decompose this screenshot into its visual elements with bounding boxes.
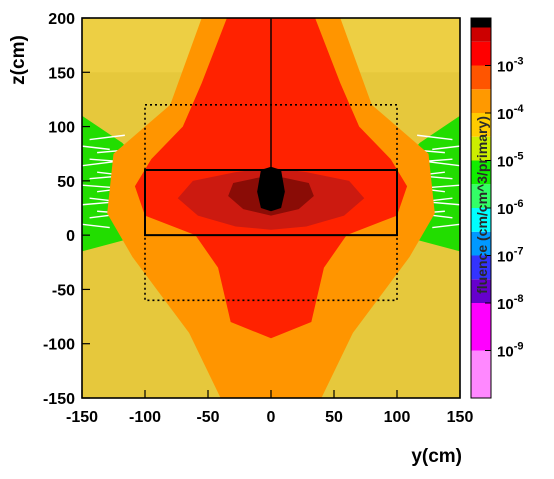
y-tick-label: 50 — [57, 174, 75, 191]
colorbar-band — [471, 255, 491, 280]
y-axis-label: z(cm) — [8, 35, 29, 85]
x-tick-label: 0 — [267, 409, 276, 426]
colorbar-band — [471, 136, 491, 161]
colorbar-tick-label: 10-3 — [497, 56, 523, 76]
colorbar-band — [471, 303, 491, 351]
colorbar-band — [471, 350, 491, 398]
wing-speckle — [89, 134, 125, 141]
colorbar-tick-label: 10-5 — [497, 151, 523, 171]
colorbar-tick-label: 10-4 — [497, 103, 524, 123]
wing-speckle — [82, 160, 118, 167]
x-tick-label: -150 — [66, 409, 98, 426]
wing-speckle — [82, 145, 110, 151]
colorbar: 10-9 10-8 10-7 10-6 10-5 10-4 10-3 — [470, 17, 524, 399]
wing-speckle — [417, 134, 453, 141]
x-tick-label: 150 — [447, 409, 474, 426]
colorbar-band — [471, 18, 491, 28]
y-tick-label: 100 — [48, 120, 75, 137]
colorbar-band — [471, 160, 491, 185]
colorbar-band — [471, 279, 491, 303]
colorbar-band — [471, 27, 491, 42]
y-ticks: -150 -100 -50 0 50 100 150 200 — [43, 11, 90, 408]
y-tick-label: -150 — [43, 391, 75, 408]
wing-speckle — [82, 223, 110, 229]
detector-outlines — [144, 18, 398, 302]
colorbar-band — [471, 113, 491, 137]
y-tick-label: -100 — [43, 337, 75, 354]
wing-speckle — [432, 223, 460, 229]
colorbar-band — [471, 208, 491, 232]
colorbar-title: fluence (cm/cm^3/primary) — [474, 116, 490, 294]
colorbar-band — [471, 184, 491, 208]
colorbar-band — [471, 65, 491, 90]
y-tick-label: 0 — [66, 228, 75, 245]
x-axis-label: y(cm) — [411, 446, 462, 467]
y-tick-label: -50 — [52, 282, 75, 299]
y-tick-label: 200 — [48, 11, 75, 28]
wing-speckle — [432, 145, 460, 151]
x-tick-label: -50 — [196, 409, 219, 426]
colorbar-tick-label: 10-8 — [497, 293, 523, 313]
x-tick-label: -100 — [129, 409, 161, 426]
x-tick-label: 100 — [384, 409, 411, 426]
colorbar-band — [471, 89, 491, 113]
colorbar-tick-label: 10-6 — [497, 198, 523, 218]
wing-speckle — [424, 160, 460, 167]
y-tick-label: 150 — [48, 65, 75, 82]
colorbar-tick-label: 10-9 — [497, 341, 523, 361]
x-tick-label: 50 — [325, 409, 343, 426]
colorbar-tick-label: 10-7 — [497, 246, 523, 266]
colorbar-band — [471, 41, 491, 66]
colorbar-band — [471, 231, 491, 256]
x-ticks: -150 -100 -50 0 50 100 150 — [66, 390, 473, 426]
